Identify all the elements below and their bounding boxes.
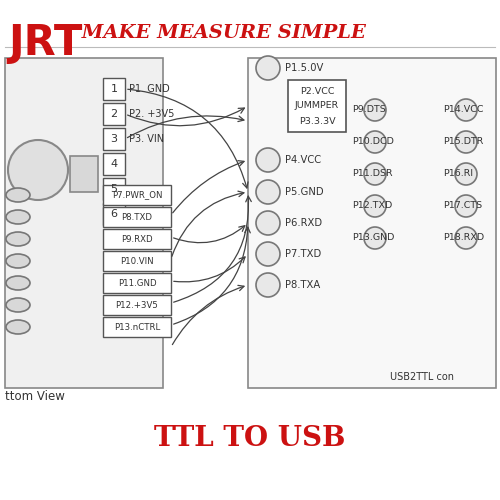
Ellipse shape bbox=[6, 210, 30, 224]
Circle shape bbox=[8, 140, 68, 200]
Text: P5.GND: P5.GND bbox=[285, 187, 324, 197]
Text: P17.CTS: P17.CTS bbox=[443, 202, 482, 210]
Text: P10.VIN: P10.VIN bbox=[120, 256, 154, 266]
Text: 6: 6 bbox=[110, 209, 117, 219]
Text: P1. GND: P1. GND bbox=[129, 84, 170, 94]
Bar bbox=[103, 229, 171, 249]
Ellipse shape bbox=[6, 232, 30, 246]
Text: P8.TXD: P8.TXD bbox=[122, 212, 152, 222]
Bar bbox=[103, 203, 125, 225]
Circle shape bbox=[256, 56, 280, 80]
Bar bbox=[103, 178, 125, 200]
Bar bbox=[288, 80, 346, 132]
Text: P16.RI: P16.RI bbox=[443, 170, 473, 178]
Ellipse shape bbox=[6, 320, 30, 334]
Text: P12.+3V5: P12.+3V5 bbox=[116, 300, 158, 310]
Circle shape bbox=[364, 227, 386, 249]
Circle shape bbox=[455, 227, 477, 249]
Text: P15.DTR: P15.DTR bbox=[443, 138, 484, 146]
Bar bbox=[248, 58, 496, 388]
Text: JUMMPER: JUMMPER bbox=[295, 102, 339, 110]
Text: P7.PWR_ON: P7.PWR_ON bbox=[112, 190, 162, 200]
Circle shape bbox=[455, 131, 477, 153]
Text: P10.DCD: P10.DCD bbox=[352, 138, 394, 146]
Text: P14.VCC: P14.VCC bbox=[443, 106, 484, 114]
Ellipse shape bbox=[6, 298, 30, 312]
Bar bbox=[103, 295, 171, 315]
Text: P3. VIN: P3. VIN bbox=[129, 134, 164, 144]
Text: P9.RXD: P9.RXD bbox=[121, 234, 153, 244]
Bar bbox=[103, 273, 171, 293]
Text: P18.RXD: P18.RXD bbox=[443, 234, 484, 242]
Text: JRT: JRT bbox=[8, 22, 83, 64]
Circle shape bbox=[455, 99, 477, 121]
Circle shape bbox=[256, 180, 280, 204]
Bar bbox=[103, 207, 171, 227]
Circle shape bbox=[455, 163, 477, 185]
Text: P6.RXD: P6.RXD bbox=[285, 218, 322, 228]
Circle shape bbox=[364, 195, 386, 217]
Text: P13.nCTRL: P13.nCTRL bbox=[114, 322, 160, 332]
Bar bbox=[103, 128, 125, 150]
Text: 5: 5 bbox=[110, 184, 117, 194]
Text: P3.3.3V: P3.3.3V bbox=[298, 116, 336, 126]
Ellipse shape bbox=[6, 276, 30, 290]
Circle shape bbox=[256, 242, 280, 266]
Ellipse shape bbox=[6, 188, 30, 202]
Text: 4: 4 bbox=[110, 159, 117, 169]
Bar bbox=[103, 251, 171, 271]
Text: 1: 1 bbox=[110, 84, 117, 94]
Text: 3: 3 bbox=[110, 134, 117, 144]
Bar bbox=[5, 58, 163, 388]
Text: P8.TXA: P8.TXA bbox=[285, 280, 320, 290]
Circle shape bbox=[256, 273, 280, 297]
Bar bbox=[103, 317, 171, 337]
Text: USB2TTL con: USB2TTL con bbox=[390, 372, 454, 382]
Circle shape bbox=[364, 131, 386, 153]
Text: P7.TXD: P7.TXD bbox=[285, 249, 321, 259]
Text: 2: 2 bbox=[110, 109, 117, 119]
Text: MAKE MEASURE SIMPLE: MAKE MEASURE SIMPLE bbox=[75, 24, 366, 42]
Text: P4.VCC: P4.VCC bbox=[285, 155, 321, 165]
Text: P11.DSR: P11.DSR bbox=[352, 170, 393, 178]
Text: P9.DTS: P9.DTS bbox=[352, 106, 386, 114]
Text: P12.TXD: P12.TXD bbox=[352, 202, 392, 210]
Text: P2.VCC: P2.VCC bbox=[300, 86, 334, 96]
Circle shape bbox=[455, 195, 477, 217]
Bar bbox=[103, 185, 171, 205]
Text: P11.GND: P11.GND bbox=[118, 278, 156, 287]
Bar bbox=[103, 153, 125, 175]
Text: ttom View: ttom View bbox=[5, 390, 65, 403]
Circle shape bbox=[256, 148, 280, 172]
Circle shape bbox=[364, 163, 386, 185]
Text: P2. +3V5: P2. +3V5 bbox=[129, 109, 174, 119]
Circle shape bbox=[256, 211, 280, 235]
Text: P13.GND: P13.GND bbox=[352, 234, 395, 242]
Bar bbox=[103, 78, 125, 100]
Bar bbox=[103, 103, 125, 125]
Text: P1.5.0V: P1.5.0V bbox=[285, 63, 324, 73]
Text: TTL TO USB: TTL TO USB bbox=[154, 424, 346, 452]
Bar bbox=[70, 156, 98, 192]
Ellipse shape bbox=[6, 254, 30, 268]
Circle shape bbox=[364, 99, 386, 121]
